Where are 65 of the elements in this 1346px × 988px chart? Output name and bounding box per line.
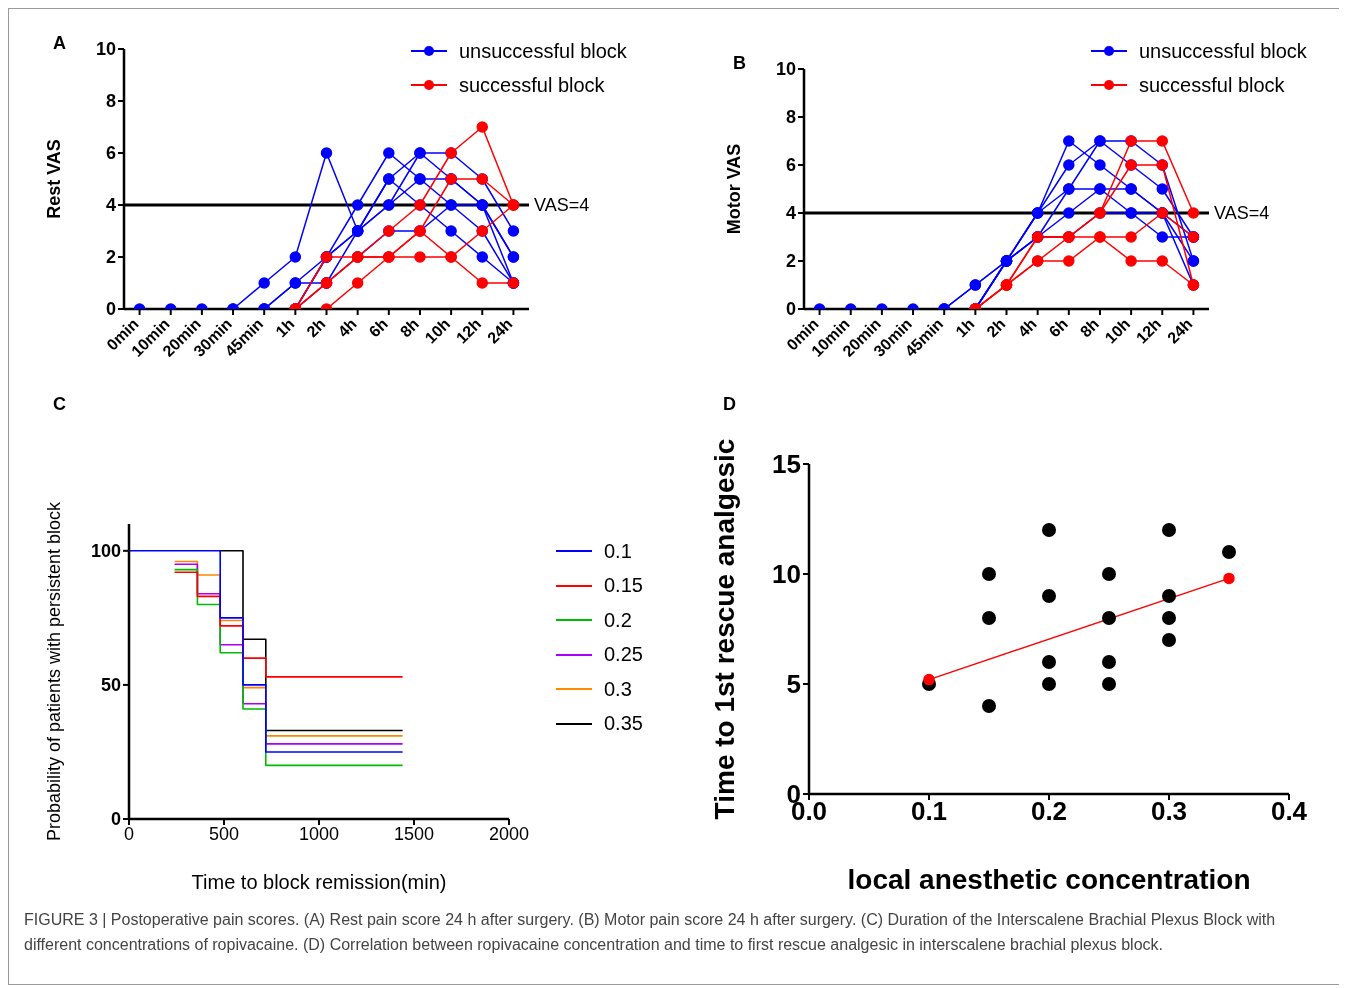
legend-label: 0.25 [604, 643, 643, 667]
y-axis-title: Probability of patients with persistent block [44, 500, 65, 842]
x-tick-label: 6h [365, 315, 391, 341]
x-tick-label: 1500 [393, 823, 435, 844]
ref-line-label: VAS=4 [534, 195, 590, 216]
x-tick-label: 12h [1132, 315, 1165, 347]
x-tick-label: 1h [272, 315, 298, 341]
x-tick-label: 1h [952, 315, 978, 341]
legend-label: 0.15 [604, 574, 643, 598]
x-tick-label: 500 [208, 823, 240, 844]
x-tick-label: 2h [983, 315, 1009, 341]
chart-title: D [723, 394, 736, 415]
y-tick-label: 8 [785, 107, 796, 128]
x-tick-label: 8h [396, 315, 423, 341]
y-tick-label: 10 [775, 59, 796, 80]
legend-label: successful block [1139, 73, 1285, 97]
x-tick-label: 10h [421, 315, 454, 347]
y-tick-label: 0 [785, 299, 796, 320]
y-tick-label: 6 [105, 143, 116, 164]
y-tick-label: 8 [105, 91, 116, 112]
x-tick-label: 2h [303, 315, 329, 341]
legend-label: unsuccessful block [1139, 39, 1307, 63]
y-tick-label: 0 [105, 299, 116, 320]
chart-title: C [53, 394, 66, 415]
legend-label: 0.1 [604, 539, 632, 563]
x-tick-label: 0.3 [1150, 796, 1188, 827]
chart-title: B [733, 53, 746, 74]
caption: FIGURE 3 | Postoperative pain scores. (A) Rest pain score 24 h after surgery. (B) Motor pain score 24 h after surgery. (C) Duration of the Interscalene Brachial Plexus Block with different concentrations of ropivacaine. (D) Correlation between ropivacaine concentration and time to first rescue analgesic in interscalene brachial plexus block. [24, 910, 1277, 955]
y-tick-label: 10 [772, 559, 801, 590]
y-tick-label: 2 [105, 247, 116, 268]
x-tick-label: 24h [1164, 315, 1196, 347]
legend-label: successful block [459, 73, 605, 97]
x-tick-label: 4h [1014, 315, 1040, 341]
legend-label: 0.35 [604, 712, 643, 736]
x-tick-label: 0.4 [1270, 796, 1308, 827]
y-tick-label: 6 [785, 155, 796, 176]
x-tick-label: 0 [123, 823, 135, 844]
y-axis-title: Rest VAS [44, 139, 65, 219]
y-tick-label: 15 [772, 449, 801, 480]
x-tick-label: 6h [1045, 315, 1071, 341]
x-tick-label: 10h [1101, 315, 1134, 347]
y-axis-title: Time to 1st rescue analgesic [708, 438, 740, 820]
x-tick-label: 4h [334, 315, 360, 341]
x-axis-title: local anesthetic concentration [847, 864, 1251, 895]
legend-label: unsuccessful block [459, 39, 627, 63]
y-axis-title: Motor VAS [724, 143, 745, 235]
x-tick-label: 2000 [488, 823, 530, 844]
x-tick-label: 0.2 [1030, 796, 1068, 827]
x-tick-label: 1000 [298, 823, 340, 844]
x-axis-title: Time to block remission(min) [191, 871, 447, 893]
x-tick-label: 24h [484, 315, 516, 347]
y-tick-label: 5 [786, 669, 801, 700]
y-tick-label: 2 [785, 251, 796, 272]
y-tick-label: 4 [785, 203, 796, 224]
chart-title: A [53, 33, 66, 54]
y-tick-label: 10 [95, 39, 116, 60]
x-tick-label: 12h [452, 315, 485, 347]
y-tick-label: 100 [90, 541, 121, 562]
ref-line-label: VAS=4 [1214, 203, 1270, 224]
legend-label: 0.2 [604, 608, 632, 632]
x-tick-label: 8h [1076, 315, 1103, 341]
x-tick-label: 0.1 [910, 796, 948, 827]
y-tick-label: 4 [105, 195, 116, 216]
legend-label: 0.3 [604, 677, 632, 701]
y-tick-label: 50 [100, 675, 121, 696]
